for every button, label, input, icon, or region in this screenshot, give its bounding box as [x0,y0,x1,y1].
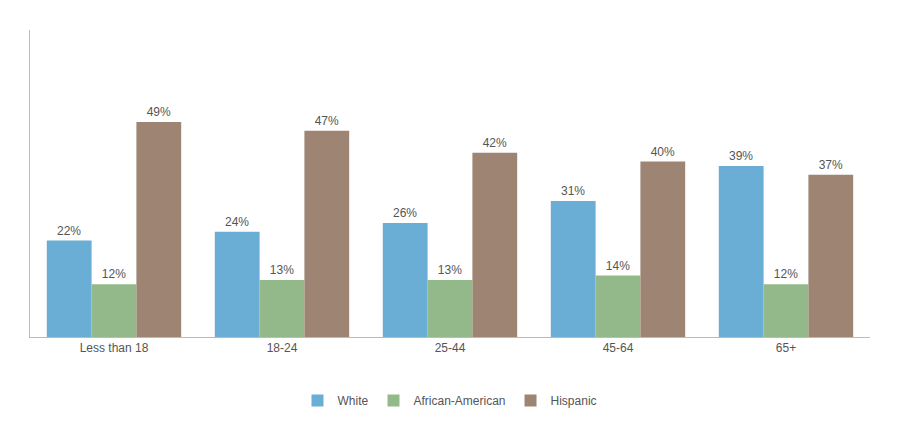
svg-text:12%: 12% [102,267,126,281]
svg-text:31%: 31% [561,184,585,198]
svg-text:Less than 18: Less than 18 [80,341,149,355]
svg-text:37%: 37% [819,158,843,172]
svg-text:25-44: 25-44 [435,341,466,355]
svg-text:42%: 42% [483,136,507,150]
svg-text:49%: 49% [147,105,171,119]
svg-text:13%: 13% [270,263,294,277]
svg-text:45-64: 45-64 [603,341,634,355]
svg-text:40%: 40% [651,145,675,159]
svg-text:White: White [338,394,369,408]
svg-text:18-24: 18-24 [267,341,298,355]
svg-text:12%: 12% [774,267,798,281]
svg-text:26%: 26% [393,206,417,220]
svg-text:13%: 13% [438,263,462,277]
svg-text:24%: 24% [225,215,249,229]
svg-text:65+: 65+ [776,341,796,355]
svg-text:African-American: African-American [414,394,506,408]
svg-text:Hispanic: Hispanic [551,394,597,408]
svg-text:22%: 22% [57,224,81,238]
svg-text:47%: 47% [315,114,339,128]
svg-text:14%: 14% [606,259,630,273]
svg-text:39%: 39% [729,149,753,163]
